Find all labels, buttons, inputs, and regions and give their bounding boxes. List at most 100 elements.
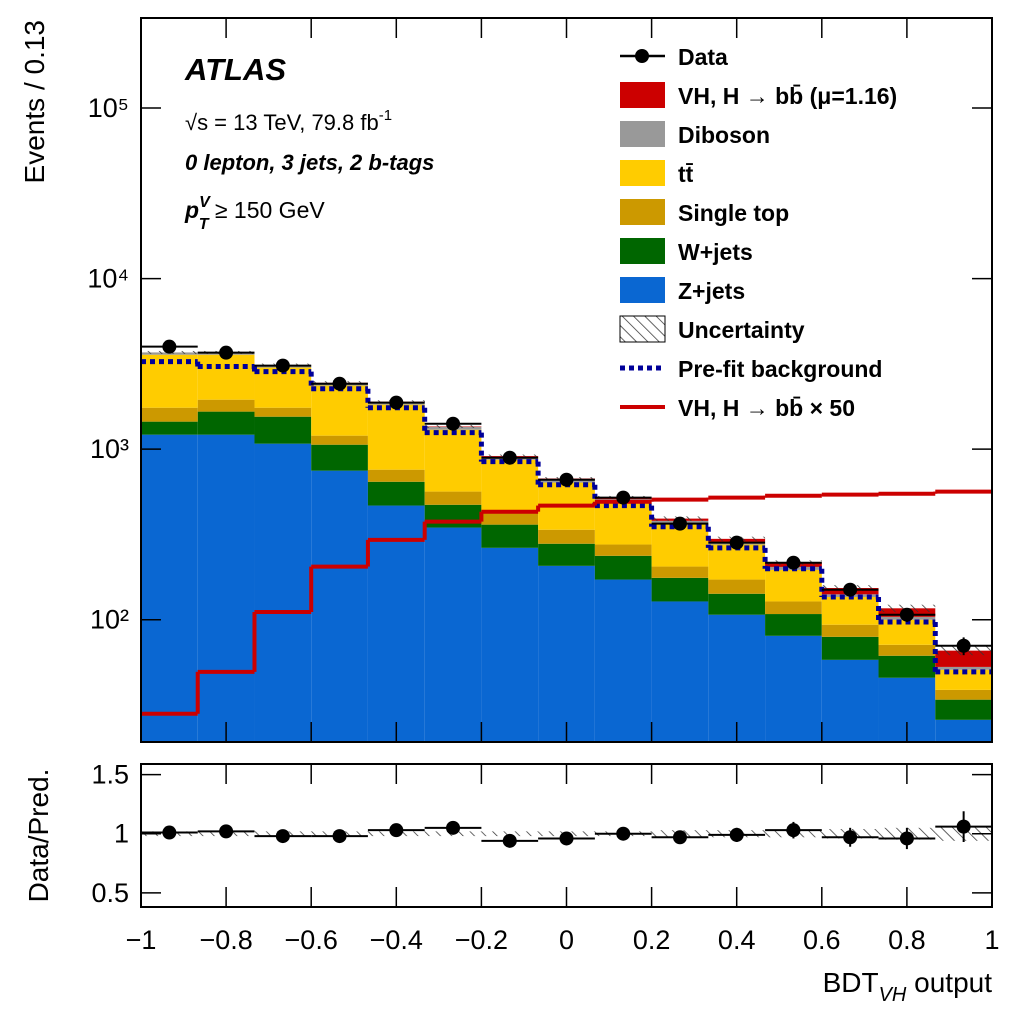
x-tick-label: 0.4 — [718, 925, 756, 955]
y-axis-label: Data/Pred. — [23, 769, 54, 903]
data-point — [162, 339, 177, 354]
data-point — [843, 582, 858, 597]
data-point — [786, 555, 801, 570]
stack-segment — [367, 404, 425, 470]
data-point — [616, 490, 631, 505]
legend-swatch — [620, 82, 665, 108]
legend-label: W+jets — [678, 239, 753, 265]
x-tick-label: 1 — [984, 925, 999, 955]
stack-segment — [481, 547, 539, 742]
data-point — [672, 830, 687, 845]
data-point — [389, 823, 404, 838]
stack-segment — [708, 579, 766, 594]
y-tick-label: 1 — [114, 819, 129, 849]
stack-segment — [141, 421, 198, 435]
legend-label: Data — [678, 44, 728, 70]
y-tick-label: 10⁴ — [87, 264, 129, 294]
data-point — [786, 823, 801, 838]
legend-swatch — [619, 315, 666, 343]
stack-segment — [821, 596, 879, 625]
legend-label: Single top — [678, 200, 789, 226]
stack-segment — [651, 601, 709, 742]
data-point — [729, 827, 744, 842]
stack-segment — [311, 470, 368, 742]
stack-segment — [935, 699, 992, 720]
stack-segment — [708, 593, 766, 615]
stack-segment — [254, 416, 312, 444]
stack-segment — [935, 719, 992, 742]
stack-segment — [197, 399, 255, 412]
stack-segment — [367, 505, 425, 742]
data-point — [389, 395, 404, 410]
data-point — [332, 829, 347, 844]
x-tick-label: −0.8 — [199, 925, 252, 955]
stack-segment — [311, 435, 368, 445]
x-tick-label: −1 — [126, 925, 157, 955]
stack-segment — [197, 411, 255, 435]
data-point — [502, 450, 517, 465]
data-point — [729, 535, 744, 550]
stack-segment — [878, 644, 936, 656]
stack-segment — [254, 407, 312, 417]
data-point — [899, 831, 914, 846]
pt-superscript: V — [199, 194, 211, 211]
data-point — [672, 516, 687, 531]
x-tick-label: 0.2 — [633, 925, 671, 955]
legend-label: Z+jets — [678, 278, 745, 304]
pt-cut-text: ≥ 150 GeV — [209, 197, 326, 223]
x-tick-label: 0 — [559, 925, 574, 955]
stack-segment — [708, 614, 766, 742]
stack-segment — [765, 569, 822, 602]
data-point — [502, 833, 517, 848]
x-tick-label: −0.4 — [370, 925, 423, 955]
data-point — [219, 824, 234, 839]
stack-segment — [594, 544, 652, 556]
y-tick-label: 10² — [90, 605, 129, 635]
x-tick-label: 0.6 — [803, 925, 841, 955]
data-point — [332, 376, 347, 391]
legend-swatch — [620, 121, 665, 147]
legend-label: Diboson — [678, 122, 770, 148]
y-tick-label: 10³ — [90, 434, 129, 464]
stack-segment — [424, 491, 482, 505]
data-point — [219, 345, 234, 360]
stack-segment — [481, 524, 539, 548]
stack-segment — [708, 544, 766, 580]
legend-swatch — [620, 199, 665, 225]
data-point — [843, 830, 858, 845]
stack-segment — [311, 444, 368, 471]
data-point — [559, 831, 574, 846]
stack-segment — [821, 624, 879, 637]
stack-segment — [254, 367, 312, 408]
x-label-main: BDT — [823, 967, 879, 998]
stack-segment — [765, 601, 822, 615]
stack-segment — [765, 635, 822, 742]
data-point — [446, 820, 461, 835]
stack-segment — [935, 666, 992, 670]
x-tick-label: −0.6 — [285, 925, 338, 955]
stack-segment — [424, 527, 482, 742]
stack-segment — [594, 501, 652, 545]
energy-text: √s = 13 TeV, 79.8 fb — [185, 110, 379, 135]
data-point — [956, 819, 971, 834]
data-point — [162, 825, 177, 840]
stack-segment — [481, 459, 539, 513]
stack-segment — [821, 636, 879, 660]
y-tick-label: 1.5 — [91, 760, 129, 790]
data-point — [446, 416, 461, 431]
legend-label: VH, H → bb̄ × 50 — [678, 395, 855, 421]
uncertainty-band — [481, 831, 539, 837]
x-tick-label: 0.8 — [888, 925, 926, 955]
stack-segment — [367, 481, 425, 506]
stack-segment — [197, 354, 255, 400]
stack-segment — [594, 579, 652, 742]
stack-segment — [651, 577, 709, 602]
stack-segment — [197, 434, 255, 742]
legend-label: tt̄ — [678, 161, 694, 187]
stack-segment — [367, 469, 425, 482]
stack-segment — [651, 523, 709, 567]
data-point — [559, 472, 574, 487]
stack-segment — [765, 614, 822, 636]
